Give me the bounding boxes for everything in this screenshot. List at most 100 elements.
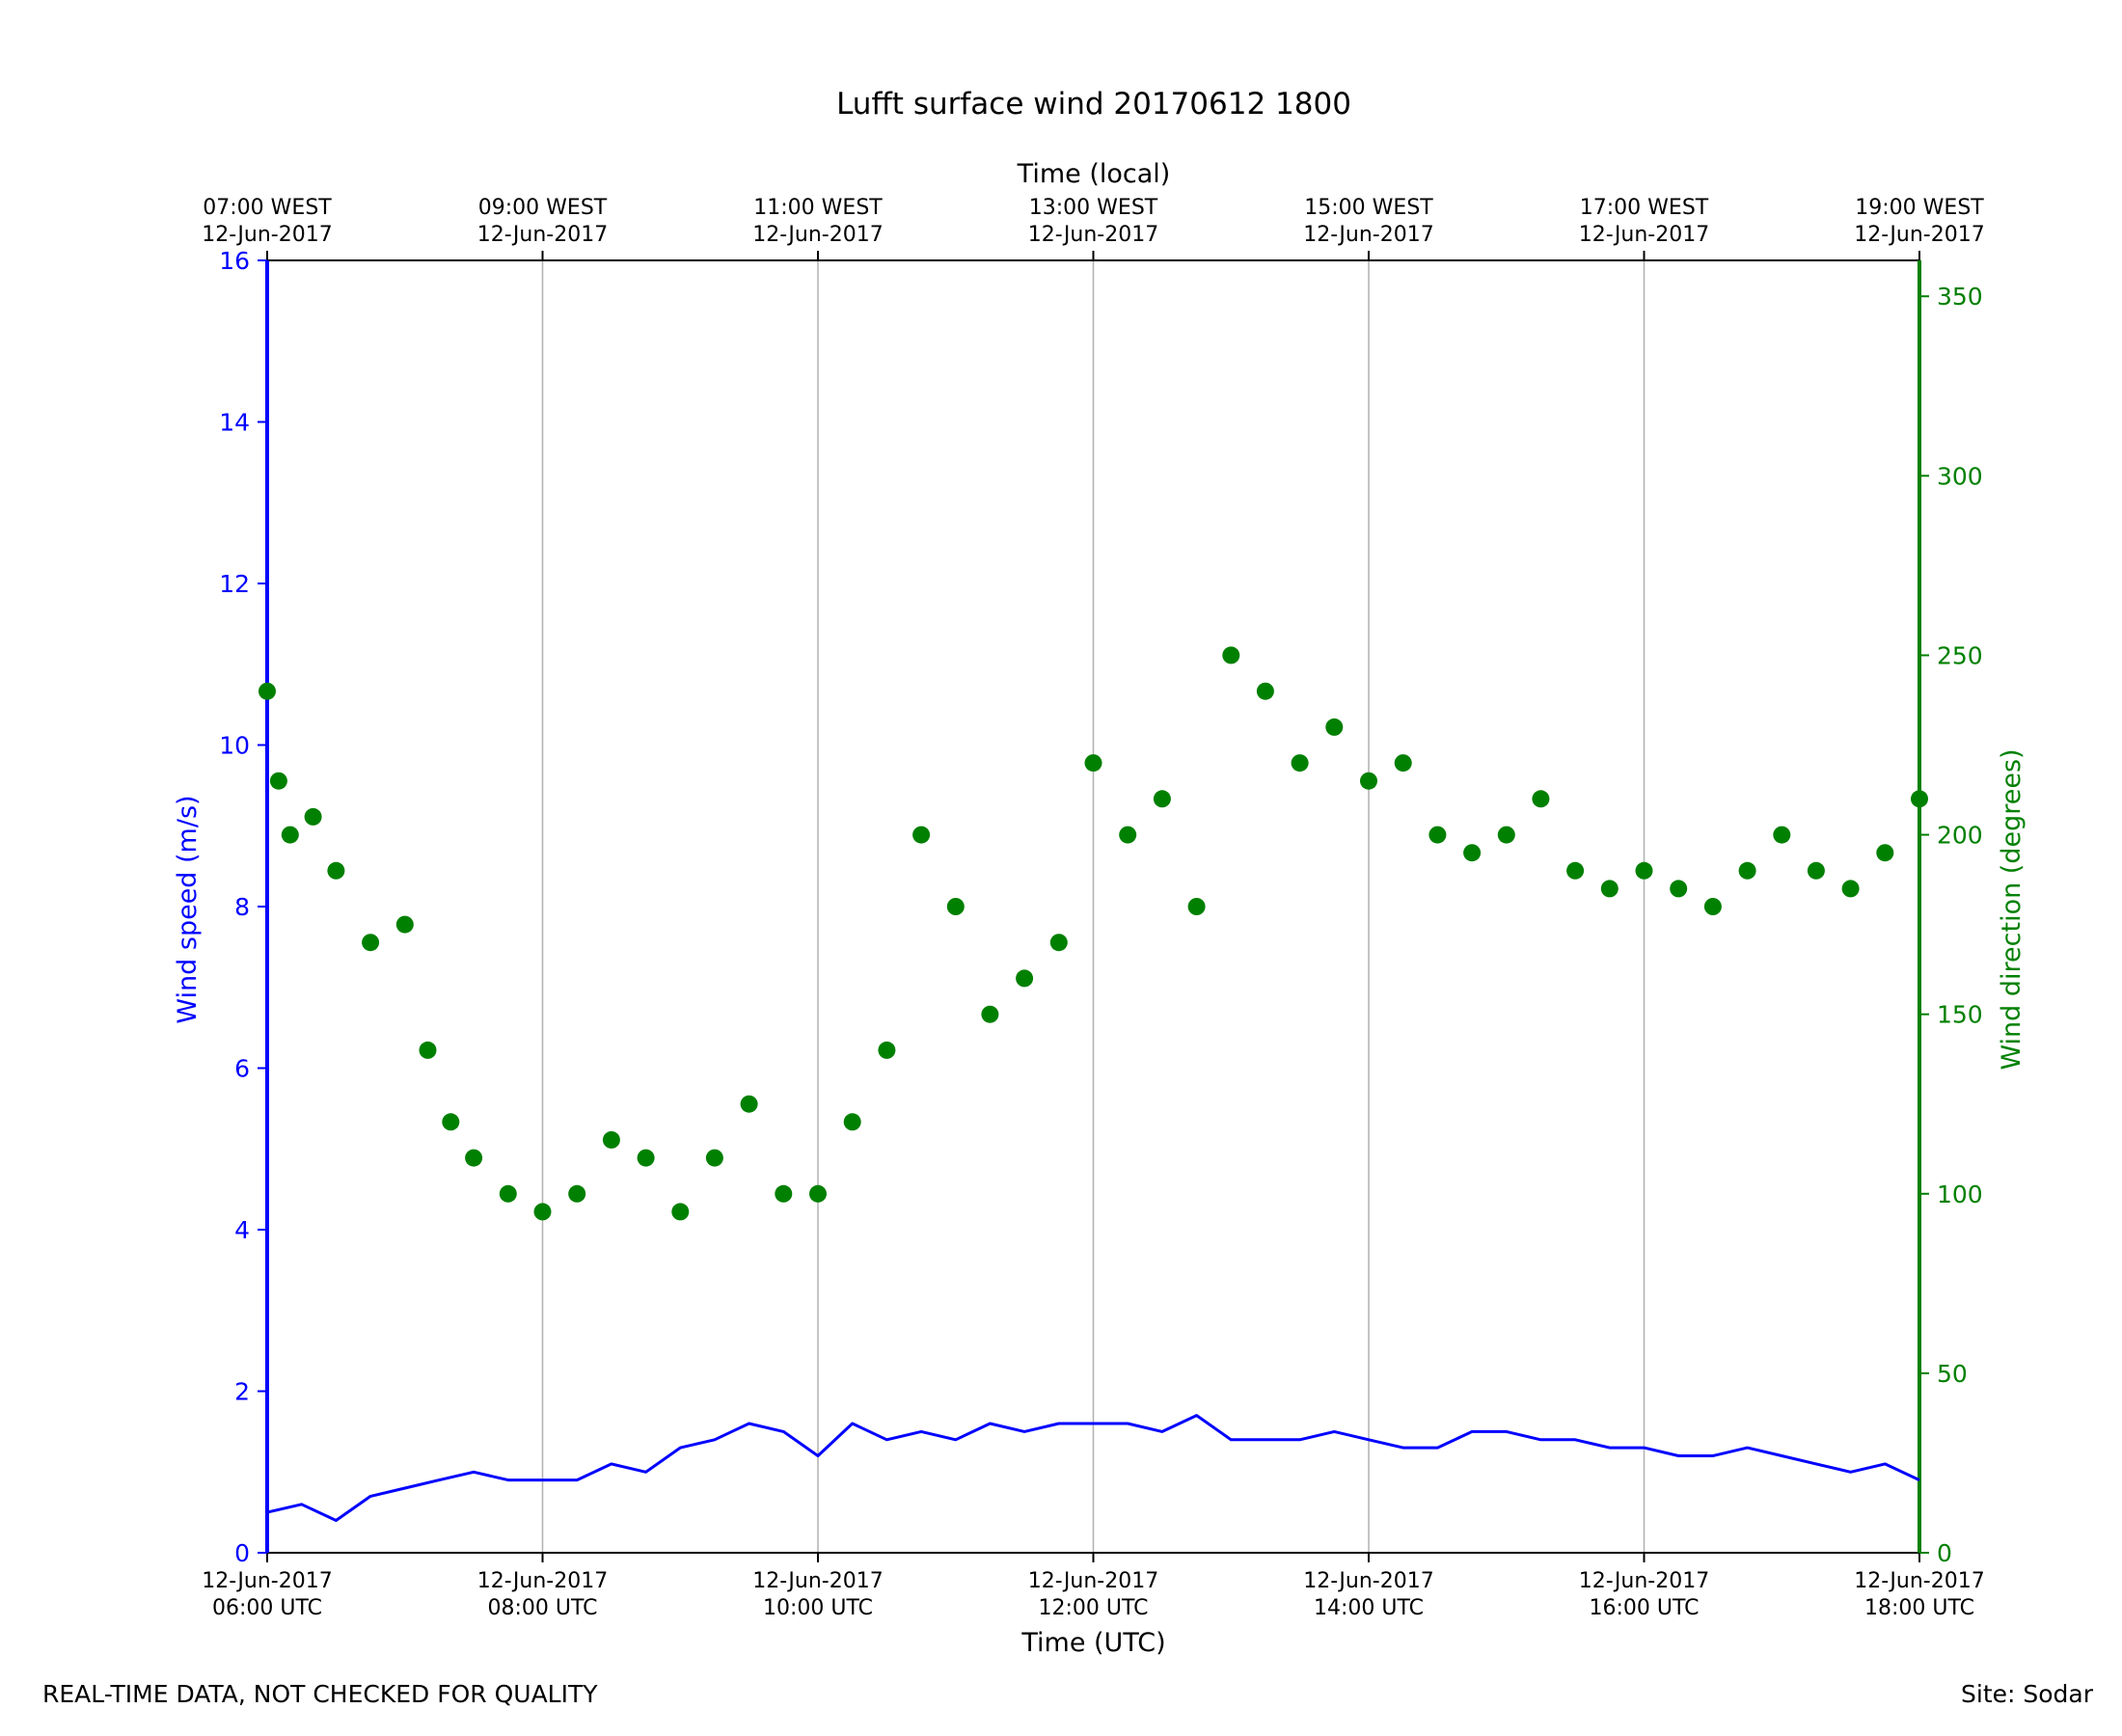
wind-direction-point — [269, 772, 287, 790]
wind-direction-point — [775, 1184, 793, 1203]
y-tick-label: 0 — [234, 1539, 250, 1567]
wind-direction-point — [327, 861, 345, 880]
x2-tick-label-date: 12-Jun-2017 — [752, 223, 883, 247]
y2-tick-label: 300 — [1937, 462, 1983, 490]
wind-direction-point — [946, 898, 965, 915]
wind-direction-point — [281, 826, 299, 844]
wind-direction-point — [1187, 898, 1206, 915]
x-tick-label-time: 12:00 UTC — [1038, 1596, 1148, 1620]
wind-direction-point — [1841, 880, 1860, 898]
wind-direction-point — [362, 934, 380, 952]
x-tick-label-date: 12-Jun-2017 — [1303, 1569, 1433, 1593]
wind-direction-point — [705, 1149, 723, 1167]
wind-direction-point — [419, 1041, 437, 1059]
x2-tick-label-date: 12-Jun-2017 — [1854, 223, 1984, 247]
x2-tick-label-time: 17:00 WEST — [1580, 196, 1709, 220]
x-tick-label-time: 08:00 UTC — [487, 1596, 597, 1620]
wind-direction-point — [740, 1095, 758, 1113]
y2-tick-label: 100 — [1937, 1180, 1983, 1208]
wind-direction-point — [1394, 754, 1412, 773]
site-label: Site: Sodar — [1961, 1680, 2093, 1708]
wind-direction-point — [1635, 861, 1653, 880]
wind-direction-point — [395, 915, 414, 934]
wind-direction-point — [1119, 826, 1137, 844]
wind-direction-point — [878, 1041, 896, 1059]
wind-direction-point — [602, 1130, 620, 1149]
x2-tick-label-date: 12-Jun-2017 — [477, 223, 608, 247]
wind-direction-point — [533, 1203, 552, 1221]
y-tick-label: 8 — [234, 893, 250, 921]
wind-direction-point — [1016, 969, 1034, 988]
wind-direction-point — [1463, 844, 1482, 862]
wind-direction-point — [1291, 754, 1309, 773]
x2-tick-label-date: 12-Jun-2017 — [1303, 223, 1433, 247]
plot-area: 12-Jun-2017 06:00 UTC 12-Jun-2017 08:00 UTC… — [202, 196, 1984, 1620]
x-tick-label-time: 06:00 UTC — [212, 1596, 322, 1620]
x2-tick-label-time: 19:00 WEST — [1855, 196, 1984, 220]
wind-direction-point — [1600, 880, 1619, 898]
y-tick-label: 10 — [219, 732, 250, 760]
left-axis-label: Wind speed (m/s) — [173, 795, 203, 1023]
wind-direction-point — [568, 1184, 586, 1203]
wind-speed-line — [266, 1414, 1920, 1522]
y-tick-label: 12 — [219, 570, 250, 598]
wind-direction-point — [1049, 934, 1068, 952]
y-tick-label: 2 — [234, 1378, 250, 1406]
x-tick-label-time: 10:00 UTC — [763, 1596, 873, 1620]
wind-direction-point — [465, 1149, 483, 1167]
x2-tick-label-time: 09:00 WEST — [478, 196, 608, 220]
x-tick-label-date: 12-Jun-2017 — [752, 1569, 883, 1593]
wind-direction-point — [1703, 898, 1722, 915]
x-tick-label-date: 12-Jun-2017 — [1854, 1569, 1984, 1593]
y-tick-label: 6 — [234, 1055, 250, 1083]
wind-direction-point — [1325, 718, 1344, 736]
x-tick-label-time: 14:00 UTC — [1314, 1596, 1424, 1620]
wind-direction-point — [1360, 772, 1377, 790]
x2-tick-label-time: 15:00 WEST — [1304, 196, 1433, 220]
wind-direction-point — [1911, 790, 1928, 808]
wind-direction-point — [637, 1149, 655, 1167]
wind-direction-point — [499, 1184, 517, 1203]
x-tick-label-date: 12-Jun-2017 — [202, 1569, 332, 1593]
wind-direction-point — [981, 1005, 999, 1023]
x2-tick-label-date: 12-Jun-2017 — [1028, 223, 1158, 247]
x-tick-label-time: 18:00 UTC — [1864, 1596, 1974, 1620]
wind-direction-point — [1153, 790, 1171, 808]
y-tick-label: 16 — [219, 247, 250, 275]
wind-direction-point — [1084, 754, 1102, 773]
wind-direction-point — [1497, 826, 1515, 844]
wind-direction-point — [843, 1113, 861, 1131]
quality-disclaimer: REAL-TIME DATA, NOT CHECKED FOR QUALITY — [42, 1680, 598, 1708]
x2-tick-label-time: 13:00 WEST — [1029, 196, 1158, 220]
top-axis-label: Time (local) — [1017, 159, 1171, 189]
wind-direction-point — [1222, 646, 1240, 665]
x-tick-label-date: 12-Jun-2017 — [1579, 1569, 1709, 1593]
wind-direction-point — [1876, 844, 1894, 862]
wind-direction-point — [1532, 790, 1550, 808]
x2-tick-label-time: 07:00 WEST — [203, 196, 332, 220]
wind-direction-point — [1256, 682, 1274, 700]
chart-title: Lufft surface wind 20170612 1800 — [836, 87, 1351, 122]
y2-tick-label: 350 — [1937, 283, 1983, 311]
wind-direction-point — [442, 1113, 460, 1131]
right-axis-label: Wind direction (degrees) — [1997, 748, 2027, 1070]
wind-direction-point — [258, 682, 276, 700]
y2-tick-label: 250 — [1937, 641, 1983, 669]
wind-direction-point — [809, 1184, 827, 1203]
x-tick-label-date: 12-Jun-2017 — [477, 1569, 608, 1593]
y2-tick-label: 150 — [1937, 1001, 1983, 1029]
y-tick-label: 4 — [234, 1216, 250, 1244]
wind-direction-point — [304, 807, 322, 826]
wind-direction-point — [671, 1203, 690, 1221]
x-tick-label-time: 16:00 UTC — [1589, 1596, 1699, 1620]
y2-tick-label: 0 — [1937, 1539, 1952, 1567]
wind-direction-point — [1670, 880, 1688, 898]
y2-tick-label: 50 — [1937, 1360, 1968, 1388]
wind-direction-point — [912, 826, 931, 844]
wind-direction-point — [1807, 861, 1825, 880]
y-tick-label: 14 — [219, 409, 250, 437]
x-tick-label-date: 12-Jun-2017 — [1028, 1569, 1158, 1593]
wind-direction-point — [1773, 826, 1791, 844]
y2-tick-label: 200 — [1937, 822, 1983, 850]
